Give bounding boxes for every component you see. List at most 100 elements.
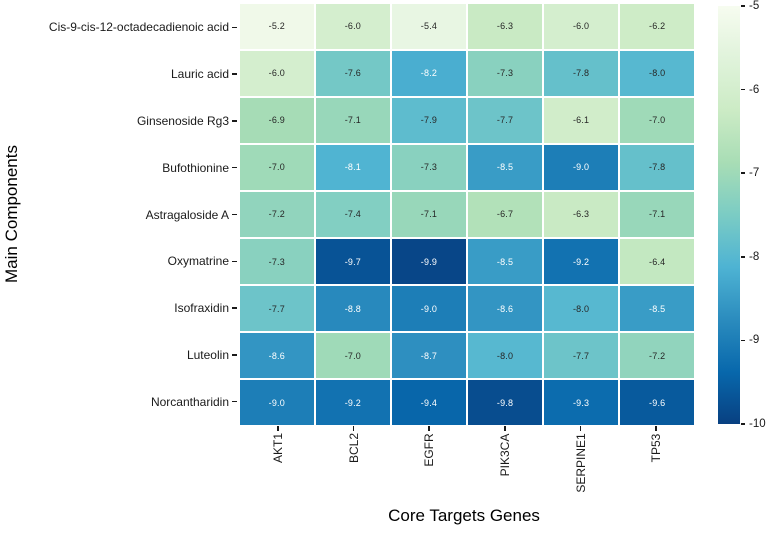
y-tick: [232, 307, 237, 309]
heatmap-cell: -8.0: [468, 333, 542, 378]
heatmap-cell: -7.2: [240, 192, 314, 237]
heatmap-cell: -6.1: [544, 98, 618, 143]
heatmap-cell: -9.2: [316, 380, 390, 425]
colorbar-tick-label: -8: [749, 250, 760, 263]
heatmap-cell: -9.7: [316, 239, 390, 284]
colorbar-tick-label: -6: [749, 83, 760, 96]
heatmap-cell: -8.0: [620, 51, 694, 96]
row-label: Oxymatrine: [167, 254, 229, 269]
heatmap-cell: -8.2: [392, 51, 466, 96]
y-tick: [232, 120, 237, 122]
y-tick: [232, 260, 237, 263]
row-label: Luteolin: [186, 347, 229, 362]
colorbar-tick-label: -7: [749, 167, 760, 180]
heatmap-cell: -8.6: [468, 286, 542, 331]
heatmap-cell: -8.5: [620, 286, 694, 331]
row-label: Cis-9-cis-12-octadecadienoic acid: [48, 20, 229, 35]
x-tick: [579, 426, 582, 431]
heatmap-cell: -9.9: [392, 239, 466, 284]
heatmap-cell: -7.9: [392, 98, 466, 143]
x-axis-title: Core Targets Genes: [388, 506, 540, 525]
heatmap-cell: -7.1: [620, 192, 694, 237]
heatmap-cell: -6.0: [316, 4, 390, 49]
row-label: Lauric acid: [170, 67, 229, 82]
colorbar-tick: [741, 88, 745, 91]
colorbar-tick-label: -5: [749, 0, 760, 12]
heatmap-cell: -6.4: [620, 239, 694, 284]
heatmap-cell: -7.3: [392, 145, 466, 190]
heatmap-cell: -8.0: [544, 286, 618, 331]
x-tick: [428, 426, 430, 431]
x-tick: [504, 426, 506, 431]
column-label: EGFR: [422, 432, 437, 467]
heatmap-cell: -7.3: [468, 51, 542, 96]
heatmap-cell: -8.6: [240, 333, 314, 378]
row-label: Norcantharidin: [150, 394, 229, 409]
heatmap-cell: -7.7: [544, 333, 618, 378]
heatmap-cell: -6.9: [240, 98, 314, 143]
column-label: BCL2: [346, 432, 361, 464]
heatmap-cell: -8.5: [468, 145, 542, 190]
heatmap-cell: -9.0: [544, 145, 618, 190]
heatmap-cell: -7.4: [316, 192, 390, 237]
heatmap-cell: -5.4: [392, 4, 466, 49]
x-tick: [352, 426, 355, 431]
row-label: Ginsenoside Rg3: [136, 113, 229, 128]
heatmap-cell: -8.1: [316, 145, 390, 190]
x-tick: [277, 426, 279, 431]
heatmap-cell: -8.7: [392, 333, 466, 378]
heatmap-cell: -6.0: [544, 4, 618, 49]
colorbar-tick-label: -10: [749, 418, 766, 430]
colorbar-tick: [741, 339, 745, 342]
heatmap-cell: -6.3: [468, 4, 542, 49]
heatmap-cell: -6.0: [240, 51, 314, 96]
colorbar-tick: [741, 423, 745, 425]
heatmap-cell: -7.6: [316, 51, 390, 96]
row-label: Astragaloside A: [145, 207, 229, 222]
heatmap-cell: -9.2: [544, 239, 618, 284]
heatmap-cell: -9.8: [468, 380, 542, 425]
column-label: SERPINE1: [573, 432, 588, 493]
row-label: Isofraxidin: [174, 301, 229, 316]
heatmap-cell: -6.3: [544, 192, 618, 237]
heatmap-cell: -7.2: [620, 333, 694, 378]
y-tick: [232, 213, 237, 216]
y-tick: [232, 354, 237, 356]
heatmap-cell: -7.1: [392, 192, 466, 237]
heatmap-cell: -7.8: [544, 51, 618, 96]
x-tick: [655, 426, 657, 431]
heatmap-cell: -9.0: [392, 286, 466, 331]
heatmap-cell: -7.7: [240, 286, 314, 331]
heatmap-cell: -8.5: [468, 239, 542, 284]
heatmap-cell: -9.3: [544, 380, 618, 425]
heatmap-cell: -7.0: [620, 98, 694, 143]
column-label: AKT1: [270, 432, 285, 464]
row-label: Bufothionine: [162, 160, 229, 175]
y-axis-title: Main Components: [2, 145, 21, 283]
heatmap-cell: -9.6: [620, 380, 694, 425]
y-tick: [232, 73, 237, 75]
column-label: TP53: [649, 433, 664, 462]
heatmap-cell: -9.0: [240, 380, 314, 425]
y-tick: [232, 166, 237, 169]
heatmap-cell: -5.2: [240, 4, 314, 49]
colorbar-tick: [741, 172, 745, 174]
heatmap-cell: -7.8: [620, 145, 694, 190]
colorbar: [718, 6, 740, 424]
y-tick: [232, 26, 237, 29]
heatmap-cell: -9.4: [392, 380, 466, 425]
heatmap-cell: -7.1: [316, 98, 390, 143]
heatmap-cell: -7.0: [316, 333, 390, 378]
heatmap-cell: -6.2: [620, 4, 694, 49]
colorbar-tick: [741, 256, 745, 258]
colorbar-tick-label: -9: [749, 334, 760, 347]
heatmap-cell: -6.7: [468, 192, 542, 237]
heatmap-cell: -7.3: [240, 239, 314, 284]
heatmap-cell: -7.0: [240, 145, 314, 190]
heatmap-cell: -8.8: [316, 286, 390, 331]
colorbar-tick: [741, 5, 745, 7]
y-tick: [232, 400, 237, 403]
heatmap-cell: -7.7: [468, 98, 542, 143]
heatmap-grid: -5.2 -6.0 -5.4 -6.3 -6.0 -6.2 -6.0 -7.6 -8.2 -7.3…: [240, 4, 694, 425]
